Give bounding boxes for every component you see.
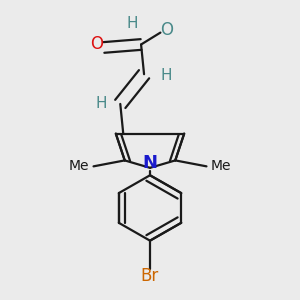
Text: Me: Me xyxy=(69,159,89,173)
Text: Br: Br xyxy=(141,267,159,285)
Text: N: N xyxy=(142,154,158,172)
Text: H: H xyxy=(160,68,172,83)
Text: H: H xyxy=(126,16,138,31)
Text: O: O xyxy=(90,35,103,53)
Text: O: O xyxy=(160,21,173,39)
Text: H: H xyxy=(95,96,107,111)
Text: Me: Me xyxy=(211,159,231,173)
